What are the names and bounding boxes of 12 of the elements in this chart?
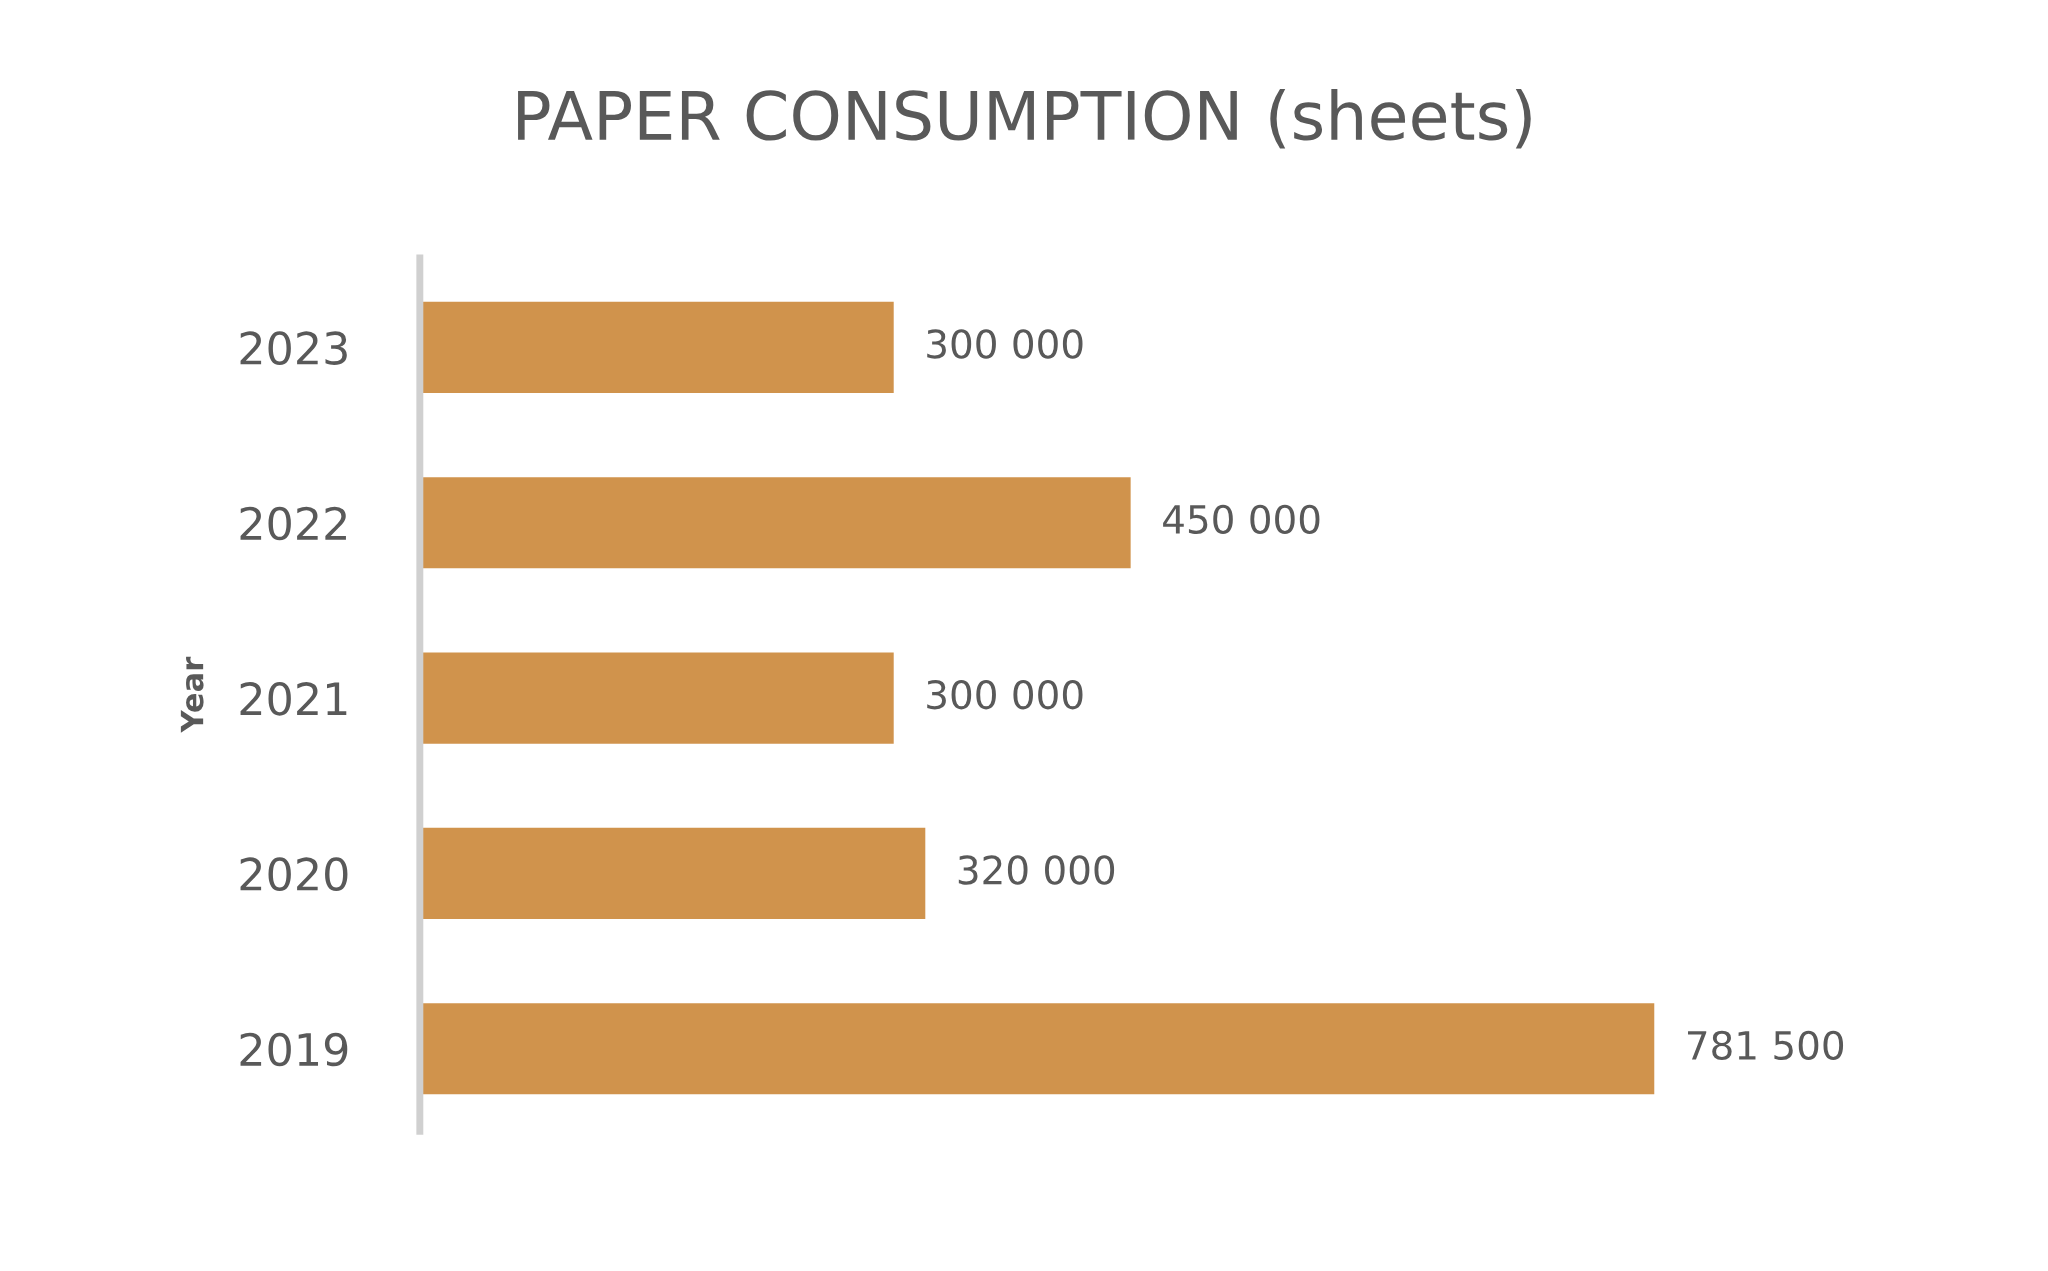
data-label: 300 000 [927, 329, 1083, 359]
data-label: 300 000 [927, 679, 1083, 710]
data-label: 781 500 [1688, 1030, 1844, 1061]
y-tick-label: 2019 [240, 1032, 348, 1067]
y-tick-label: 2020 [240, 857, 348, 891]
y-axis-title: Year [180, 656, 204, 733]
data-label: 320 000 [958, 855, 1115, 885]
y-tick-label: 2021 [240, 682, 347, 716]
y-tick-label: 2023 [240, 331, 347, 365]
y-tick-label: 2022 [240, 506, 346, 541]
data-label: 450 000 [1163, 504, 1320, 535]
chart-title: PAPER CONSUMPTION (sheets) [518, 88, 1531, 149]
